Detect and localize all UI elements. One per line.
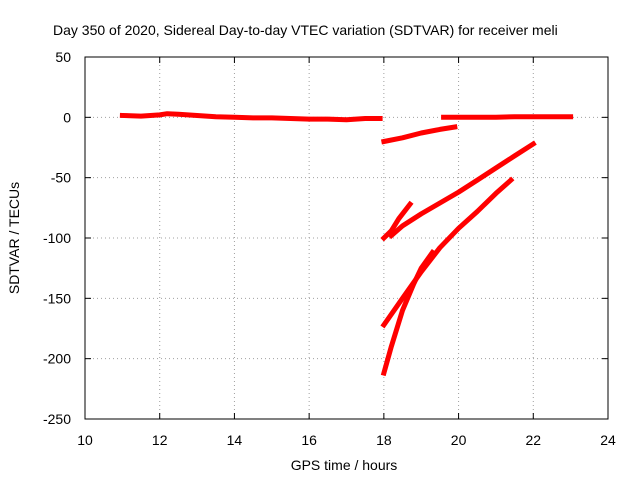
x-tick-label: 12	[152, 432, 168, 448]
y-tick-label: -250	[43, 411, 71, 427]
x-tick-labels: 10 12 14 16 18 20 22 24	[77, 432, 616, 448]
y-tick-labels: -250 -200 -150 -100 -50 0 50	[43, 49, 71, 427]
x-tick-label: 20	[451, 432, 467, 448]
x-axis-label: GPS time / hours	[291, 457, 398, 473]
series-line-5	[387, 140, 537, 240]
series-line-3	[441, 114, 574, 120]
y-tick-label: 0	[63, 109, 71, 125]
x-tick-label: 14	[227, 432, 243, 448]
y-axis-label: SDTVAR / TECUs	[6, 182, 22, 294]
x-tick-label: 10	[77, 432, 93, 448]
y-tick-label: -100	[43, 230, 71, 246]
series-line-2	[380, 124, 458, 145]
x-tick-label: 16	[301, 432, 317, 448]
chart-title: Day 350 of 2020, Sidereal Day-to-day VTE…	[53, 22, 558, 38]
x-tick-label: 24	[600, 432, 616, 448]
y-tick-label: -50	[51, 170, 71, 186]
series-line-6	[380, 176, 515, 329]
grid-lines	[85, 57, 608, 419]
series-line-4	[380, 200, 414, 242]
y-tick-label: -200	[43, 351, 71, 367]
y-tick-label: 50	[55, 49, 71, 65]
y-tick-label: -150	[43, 290, 71, 306]
series-line-7	[380, 249, 436, 377]
axis-ticks	[84, 56, 609, 420]
x-tick-label: 22	[525, 432, 541, 448]
series-layer	[119, 111, 574, 377]
x-tick-label: 18	[376, 432, 392, 448]
series-line-1	[119, 111, 383, 123]
